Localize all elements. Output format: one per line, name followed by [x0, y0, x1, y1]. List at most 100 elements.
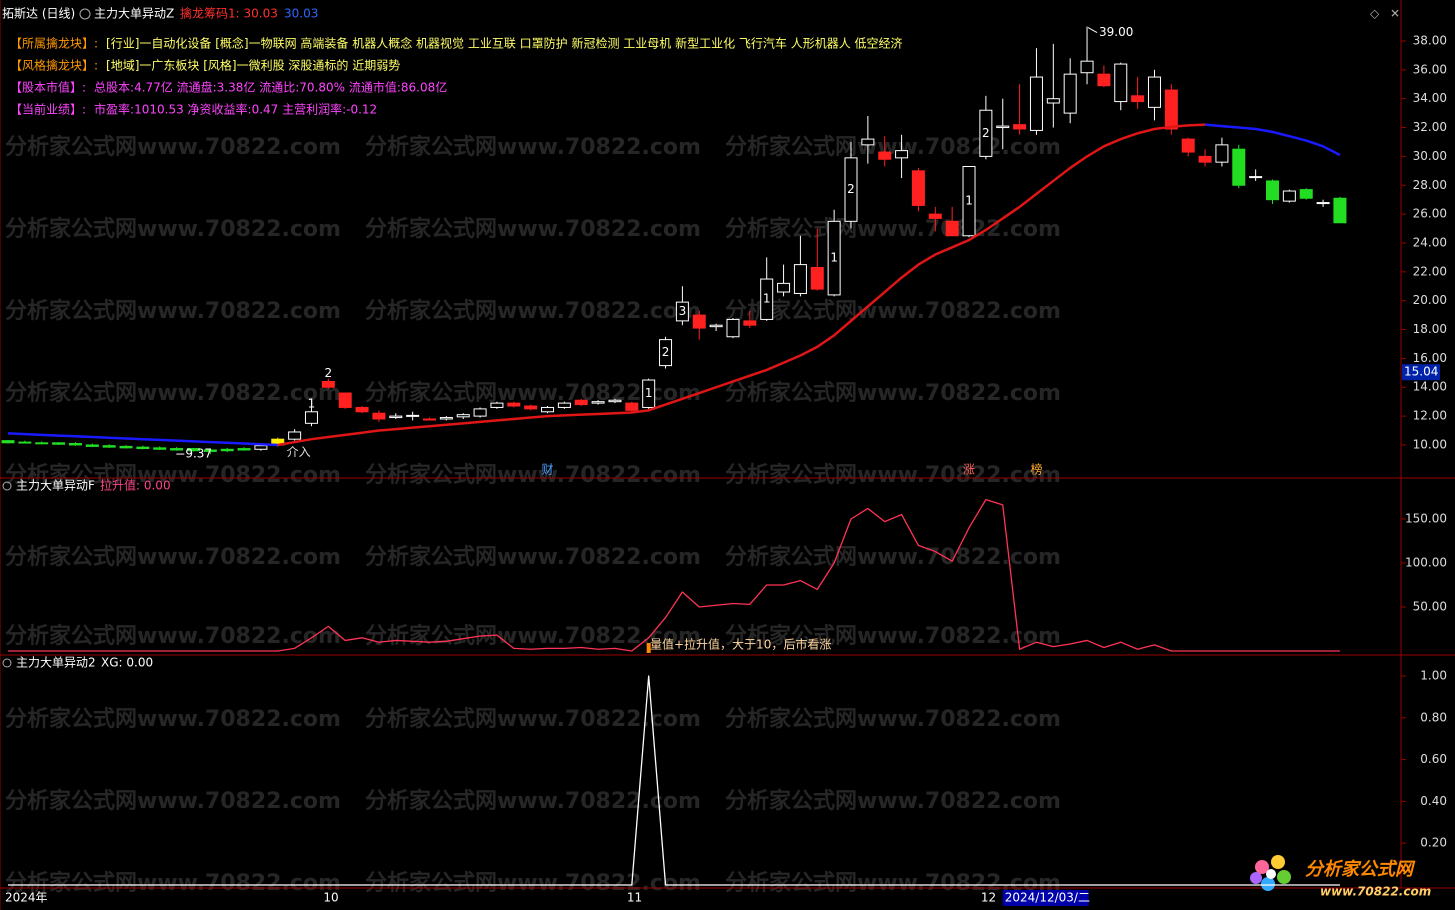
watermark: 分析家公式网www.70822.com — [365, 216, 701, 242]
watermark: 分析家公式网www.70822.com — [725, 216, 1061, 242]
signal-note: 量值+拉升值，大于10，后市看涨 — [650, 637, 831, 652]
candle-body — [490, 402, 504, 408]
info-key: 【风格擒龙块】: — [10, 58, 98, 73]
y-tick-label: 1.00 — [1420, 669, 1447, 683]
candle-body — [962, 165, 976, 237]
logo-icon — [1250, 855, 1291, 891]
candle-body — [1, 440, 15, 444]
info-text: [行业]一自动化设备 [概念]一物联网 高端装备 机器人概念 机器视觉 工业互联… — [106, 36, 903, 51]
candle-body — [1080, 60, 1094, 74]
candle-body — [827, 220, 841, 296]
icon — [79, 8, 91, 20]
watermark: 分析家公式网www.70822.com — [5, 298, 341, 324]
x-tick-label: 12 — [981, 891, 996, 905]
candle-body — [810, 266, 824, 290]
cursor-date: 2024/12/03/二 — [1005, 891, 1090, 905]
candle-body — [1299, 189, 1313, 199]
candle-body — [726, 318, 740, 338]
y-tick-label: 26.00 — [1413, 207, 1447, 221]
candle-body — [288, 431, 302, 440]
candle-body — [321, 380, 335, 388]
candle-body — [456, 414, 470, 418]
y-tick-label: 100.00 — [1405, 555, 1447, 569]
candle-body — [1316, 202, 1330, 205]
watermark: 分析家公式网www.70822.com — [725, 623, 1061, 649]
candle-body — [1063, 73, 1077, 114]
candle-body — [1249, 176, 1263, 179]
moving-average — [7, 123, 1341, 447]
candle-body — [52, 442, 66, 445]
indicator-name: 主力大单异动Z — [94, 7, 174, 21]
event-mark: 涨 — [963, 462, 975, 477]
toolbar-icon[interactable]: ◇ — [1370, 7, 1380, 21]
watermark: 分析家公式网www.70822.com — [365, 544, 701, 570]
candle-body — [743, 320, 757, 326]
watermark: 分析家公式网www.70822.com — [725, 134, 1061, 160]
watermark: 分析家公式网www.70822.com — [5, 870, 341, 896]
y-tick-label: 0.60 — [1420, 752, 1447, 766]
candle-body — [507, 402, 521, 407]
watermark: 分析家公式网www.70822.com — [365, 298, 701, 324]
high-arrow — [1087, 27, 1098, 33]
candle-body — [1198, 155, 1212, 163]
candle-label: 2 — [982, 126, 990, 140]
candle-body — [793, 264, 807, 294]
x-tick-label: 11 — [627, 891, 642, 905]
y-tick-label: 10.00 — [1413, 437, 1447, 451]
candle-body — [1114, 63, 1128, 103]
watermark: 分析家公式网www.70822.com — [365, 788, 701, 814]
candle-body — [659, 339, 673, 367]
indicator-line — [8, 498, 1340, 652]
info-key: 【股本市值】: — [10, 80, 86, 95]
indicator-line — [8, 675, 1340, 886]
x-tick-label: 10 — [323, 891, 338, 905]
watermark: 分析家公式网www.70822.com — [725, 788, 1061, 814]
candle-body — [439, 417, 453, 420]
watermark: 分析家公式网www.70822.com — [5, 216, 341, 242]
candle-body — [1013, 124, 1027, 130]
candle-body — [861, 138, 875, 146]
candle-body — [996, 125, 1010, 129]
candle-body — [389, 415, 403, 419]
panel-legend: XG: 0.00 — [101, 656, 153, 670]
candle-body — [1333, 197, 1347, 224]
candle-body — [85, 444, 99, 447]
candle-body — [203, 449, 217, 452]
candle-body — [878, 151, 892, 160]
watermark: 分析家公式网www.70822.com — [365, 462, 701, 488]
watermark: 分析家公式网www.70822.com — [5, 706, 341, 732]
candle-label: 1 — [308, 396, 316, 410]
y-tick-label: 36.00 — [1413, 62, 1447, 76]
candle-body — [1097, 73, 1111, 87]
signal-marker — [646, 643, 651, 653]
candle-label: 1 — [645, 386, 653, 400]
candle-body — [928, 213, 942, 219]
x-tick-label: 2024年 — [5, 891, 48, 905]
close-icon[interactable]: ✕ — [1390, 7, 1400, 21]
candle-body — [423, 418, 436, 421]
candle-body — [844, 157, 858, 222]
candle-body — [675, 301, 689, 322]
candle-body — [406, 414, 420, 417]
icon — [2, 658, 12, 668]
signal-label: 介入 — [287, 445, 311, 459]
y-tick-label: 34.00 — [1413, 91, 1447, 105]
panel-legend: 拉升值: 0.00 — [100, 478, 171, 493]
candle-body — [760, 278, 774, 320]
candle-body — [524, 405, 538, 410]
candle-body — [979, 109, 993, 157]
watermark: 分析家公式网www.70822.com — [365, 623, 701, 649]
candle-body — [1181, 138, 1195, 153]
watermarks: 分析家公式网www.70822.com 分析家公式网www.70822.com 分析… — [5, 134, 1061, 896]
y-tick-label: 22.00 — [1413, 264, 1447, 278]
watermark: 分析家公式网www.70822.com — [5, 544, 341, 570]
watermark: 分析家公式网www.70822.com — [5, 134, 341, 160]
candle-label: 1 — [830, 251, 838, 265]
watermark: 分析家公式网www.70822.com — [365, 134, 701, 160]
y-tick-label: 50.00 — [1413, 599, 1447, 613]
price-tag — [1402, 364, 1440, 381]
candle-body — [355, 406, 369, 413]
y-tick-label: 150.00 — [1405, 511, 1447, 525]
